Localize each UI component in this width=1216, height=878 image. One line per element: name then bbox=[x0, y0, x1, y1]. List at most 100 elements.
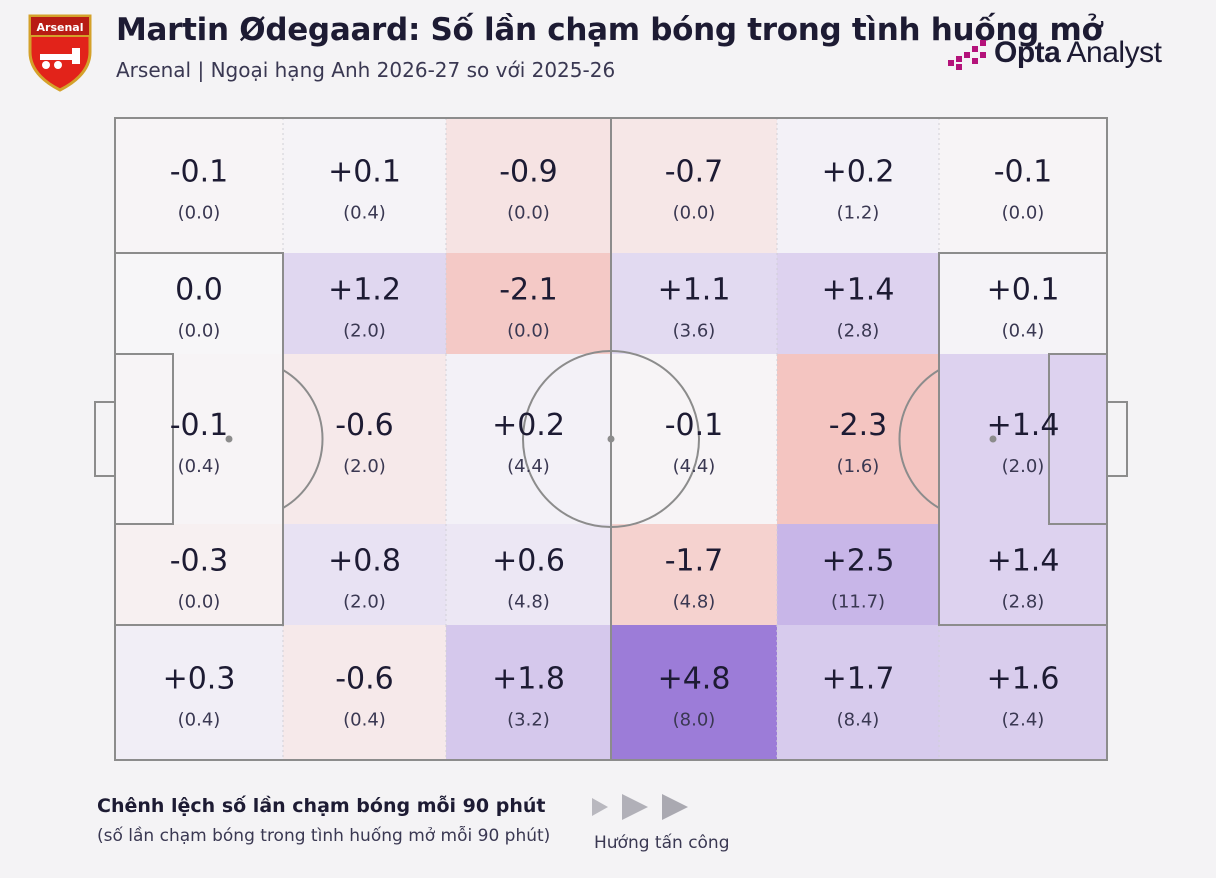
heatmap-cell-r3-c1 bbox=[115, 354, 283, 524]
opta-logo-text: Opta Analyst bbox=[994, 36, 1162, 70]
cell-diff-label: -0.1 bbox=[994, 155, 1053, 190]
cell-value-label: (0.4) bbox=[343, 710, 386, 731]
cell-value-label: (3.6) bbox=[673, 321, 716, 342]
cell-value-label: (2.4) bbox=[1002, 710, 1045, 731]
cell-diff-label: +1.4 bbox=[987, 408, 1060, 443]
heatmap-cell-r4-c2 bbox=[283, 524, 446, 625]
cell-diff-label: +0.6 bbox=[492, 544, 565, 579]
left-goal bbox=[94, 401, 116, 477]
cell-diff-label: +1.8 bbox=[492, 662, 565, 697]
legend-subtitle: (số lần chạm bóng trong tình huống mở mỗ… bbox=[97, 826, 551, 846]
heatmap-cell-r4-c1 bbox=[115, 524, 283, 625]
cell-value-label: (0.4) bbox=[178, 456, 221, 477]
cell-value-label: (0.4) bbox=[1002, 321, 1045, 342]
heatmap-cell-r4-c4 bbox=[611, 524, 777, 625]
cell-diff-label: +1.1 bbox=[658, 273, 731, 308]
opta-logo-icon bbox=[948, 40, 986, 70]
logo-strong: Opta bbox=[994, 36, 1061, 69]
heatmap-cell-r2-c5 bbox=[777, 253, 939, 354]
heatmap-cell-r5-c1 bbox=[115, 625, 283, 760]
heatmap-cell-r1-c6 bbox=[939, 118, 1107, 253]
heatmap-cell-r1-c3 bbox=[446, 118, 611, 253]
centre-circle bbox=[522, 350, 700, 528]
heatmap-cell-r1-c5 bbox=[777, 118, 939, 253]
cell-value-label: (2.0) bbox=[1002, 456, 1045, 477]
arrow-medium-icon bbox=[622, 794, 648, 820]
heatmap-cell-r3-c2 bbox=[283, 354, 446, 524]
cell-diff-label: -0.1 bbox=[170, 155, 229, 190]
cell-value-label: (8.0) bbox=[673, 710, 716, 731]
cell-diff-label: -1.7 bbox=[665, 544, 724, 579]
heatmap-cell-r1-c4 bbox=[611, 118, 777, 253]
attack-direction-arrows-icon bbox=[592, 794, 688, 820]
cell-diff-label: +1.6 bbox=[987, 662, 1060, 697]
heatmap-cell-r5-c4 bbox=[611, 625, 777, 760]
heatmap-cell-r5-c5 bbox=[777, 625, 939, 760]
cell-value-label: (8.4) bbox=[837, 710, 880, 731]
heatmap-cell-r2-c3 bbox=[446, 253, 611, 354]
heatmap-cell-r4-c3 bbox=[446, 524, 611, 625]
heatmap-cell-r4-c5 bbox=[777, 524, 939, 625]
cell-diff-label: +1.2 bbox=[328, 273, 401, 308]
heatmap-cell-r3-c3 bbox=[446, 354, 611, 524]
cell-diff-label: -2.3 bbox=[829, 408, 888, 443]
cell-diff-label: +0.8 bbox=[328, 544, 401, 579]
cell-value-label: (0.0) bbox=[178, 592, 221, 613]
heatmap-cell-r1-c1 bbox=[115, 118, 283, 253]
cell-value-label: (4.4) bbox=[507, 456, 550, 477]
cell-diff-label: +1.4 bbox=[987, 544, 1060, 579]
cell-value-label: (1.6) bbox=[837, 456, 880, 477]
chart-title: Martin Ødegaard: Số lần chạm bóng trong … bbox=[116, 12, 1103, 48]
arrow-large-icon bbox=[662, 794, 688, 820]
cell-value-label: (2.0) bbox=[343, 456, 386, 477]
heatmap-cell-r5-c3 bbox=[446, 625, 611, 760]
cell-value-label: (0.0) bbox=[178, 321, 221, 342]
cell-value-label: (0.0) bbox=[673, 203, 716, 224]
right-penalty-spot bbox=[989, 435, 997, 443]
cell-value-label: (0.0) bbox=[507, 203, 550, 224]
heatmap-cell-r2-c4 bbox=[611, 253, 777, 354]
heatmap-cell-r3-c6 bbox=[939, 354, 1107, 524]
right-goal bbox=[1106, 401, 1128, 477]
cell-diff-label: -0.7 bbox=[665, 155, 724, 190]
left-penalty-spot bbox=[225, 435, 233, 443]
cell-value-label: (11.7) bbox=[831, 592, 885, 613]
cell-value-label: (2.8) bbox=[1002, 592, 1045, 613]
logo-light: Analyst bbox=[1060, 36, 1162, 69]
attack-direction-label: Hướng tấn công bbox=[594, 833, 730, 853]
cell-value-label: (2.0) bbox=[343, 592, 386, 613]
heatmap-cells bbox=[115, 118, 1107, 760]
cell-diff-label: 0.0 bbox=[175, 273, 223, 308]
cell-diff-label: -0.1 bbox=[170, 408, 229, 443]
cell-diff-label: +0.1 bbox=[328, 155, 401, 190]
heatmap-cell-r5-c6 bbox=[939, 625, 1107, 760]
cell-diff-label: -0.1 bbox=[665, 408, 724, 443]
arrow-small-icon bbox=[592, 798, 608, 816]
right-penalty-arc bbox=[898, 369, 940, 509]
cell-value-label: (4.4) bbox=[673, 456, 716, 477]
arsenal-crest-icon: Arsenal bbox=[28, 14, 92, 92]
cell-diff-label: +1.4 bbox=[822, 273, 895, 308]
cell-diff-label: -0.9 bbox=[499, 155, 558, 190]
heatmap-cell-r4-c6 bbox=[939, 524, 1107, 625]
cell-value-label: (2.0) bbox=[343, 321, 386, 342]
centre-spot bbox=[607, 435, 615, 443]
cell-value-label: (4.8) bbox=[507, 592, 550, 613]
heatmap-cell-r1-c2 bbox=[283, 118, 446, 253]
heatmap-labels: -0.1 (0.0) +0.1 (0.4) -0.9 (0.0) -0.7 (0.0) +0.2… bbox=[163, 155, 1060, 731]
legend-title: Chênh lệch số lần chạm bóng mỗi 90 phút bbox=[97, 795, 546, 817]
cell-diff-label: +2.5 bbox=[822, 544, 895, 579]
cell-diff-label: +0.2 bbox=[492, 408, 565, 443]
heatmap-cell-r3-c5 bbox=[777, 354, 939, 524]
cell-value-label: (0.4) bbox=[343, 203, 386, 224]
cell-value-label: (0.4) bbox=[178, 710, 221, 731]
heatmap-cell-r5-c2 bbox=[283, 625, 446, 760]
cell-diff-label: +0.1 bbox=[987, 273, 1060, 308]
cell-value-label: (0.0) bbox=[1002, 203, 1045, 224]
cell-value-label: (0.0) bbox=[178, 203, 221, 224]
pitch-markings bbox=[94, 117, 1128, 761]
heatmap-cell-r2-c6 bbox=[939, 253, 1107, 354]
heatmap-cell-r3-c4 bbox=[611, 354, 777, 524]
cell-value-label: (0.0) bbox=[507, 321, 550, 342]
